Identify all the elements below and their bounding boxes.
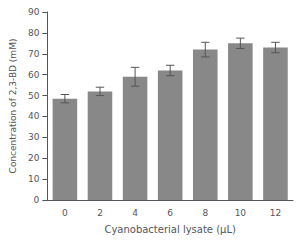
svg-text:2: 2 (97, 208, 103, 218)
svg-text:Cyanobacterial lysate (μL): Cyanobacterial lysate (μL) (104, 224, 236, 235)
svg-text:0: 0 (34, 195, 40, 205)
svg-text:60: 60 (28, 70, 40, 80)
svg-text:40: 40 (28, 111, 40, 121)
svg-text:0: 0 (62, 208, 68, 218)
svg-text:12: 12 (270, 208, 281, 218)
svg-text:6: 6 (167, 208, 173, 218)
svg-text:90: 90 (28, 7, 40, 17)
svg-text:4: 4 (132, 208, 138, 218)
svg-text:70: 70 (28, 49, 40, 59)
svg-text:10: 10 (235, 208, 247, 218)
svg-text:20: 20 (28, 153, 40, 163)
svg-text:30: 30 (28, 132, 40, 142)
svg-text:80: 80 (28, 28, 40, 38)
svg-text:Concentration of 2,3-BD (mM): Concentration of 2,3-BD (mM) (8, 39, 18, 174)
svg-text:10: 10 (28, 174, 40, 184)
svg-text:8: 8 (202, 208, 208, 218)
svg-text:50: 50 (28, 91, 40, 101)
